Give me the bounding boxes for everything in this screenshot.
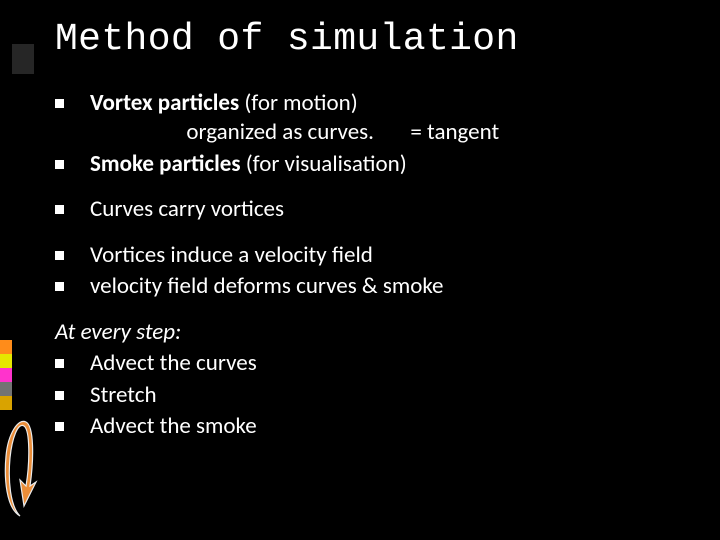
bullet-group-4: Advect the curves Stretch Advect the smo… <box>55 349 680 441</box>
list-item: Advect the curves <box>55 349 680 378</box>
square-bullet-icon <box>55 205 64 214</box>
accent-chip <box>0 382 12 396</box>
square-bullet-icon <box>55 99 64 108</box>
bold-text: Vortex particles <box>90 89 239 117</box>
square-bullet-icon <box>55 391 64 400</box>
plain-text: (for visualisation) <box>241 150 407 178</box>
bullet-group-2: Curves carry vortices <box>55 195 680 224</box>
loop-arrow-icon <box>0 408 40 520</box>
square-bullet-icon <box>55 251 64 260</box>
item-text: velocity field deforms curves & smoke <box>90 272 680 301</box>
bullet-group-1: Vortex particles (for motion) organized … <box>55 89 680 179</box>
square-bullet-icon <box>55 160 64 169</box>
list-item: Advect the smoke <box>55 412 680 441</box>
plain-text: (for motion) <box>239 89 358 117</box>
item-text: Vortex particles (for motion) organized … <box>90 89 680 148</box>
item-subline: organized as curves. = tangent <box>90 118 680 147</box>
accent-chip <box>0 340 12 354</box>
list-item: Vortices induce a velocity field <box>55 241 680 270</box>
list-item: velocity field deforms curves & smoke <box>55 272 680 301</box>
list-item: Vortex particles (for motion) organized … <box>55 89 680 148</box>
item-text: Stretch <box>90 381 680 410</box>
slide-content: Vortex particles (for motion) organized … <box>55 89 680 441</box>
list-item: Curves carry vortices <box>55 195 680 224</box>
slide: Method of simulation Vortex particles (f… <box>0 0 720 540</box>
list-item: Smoke particles (for visualisation) <box>55 150 680 179</box>
item-text: Advect the smoke <box>90 412 680 441</box>
slide-title: Method of simulation <box>55 18 680 61</box>
step-header: At every step: <box>55 318 680 347</box>
list-item: Stretch <box>55 381 680 410</box>
accent-color-strip <box>0 340 12 410</box>
square-bullet-icon <box>55 282 64 291</box>
item-text: Advect the curves <box>90 349 680 378</box>
accent-chip <box>0 368 12 382</box>
bold-text: Smoke particles <box>90 150 241 178</box>
bullet-group-3: Vortices induce a velocity field velocit… <box>55 241 680 302</box>
square-bullet-icon <box>55 359 64 368</box>
item-text: Vortices induce a velocity field <box>90 241 680 270</box>
accent-block-top <box>12 44 34 74</box>
square-bullet-icon <box>55 422 64 431</box>
accent-chip <box>0 354 12 368</box>
item-text: Curves carry vortices <box>90 195 680 224</box>
item-text: Smoke particles (for visualisation) <box>90 150 680 179</box>
loop-arrow-path <box>5 421 36 516</box>
